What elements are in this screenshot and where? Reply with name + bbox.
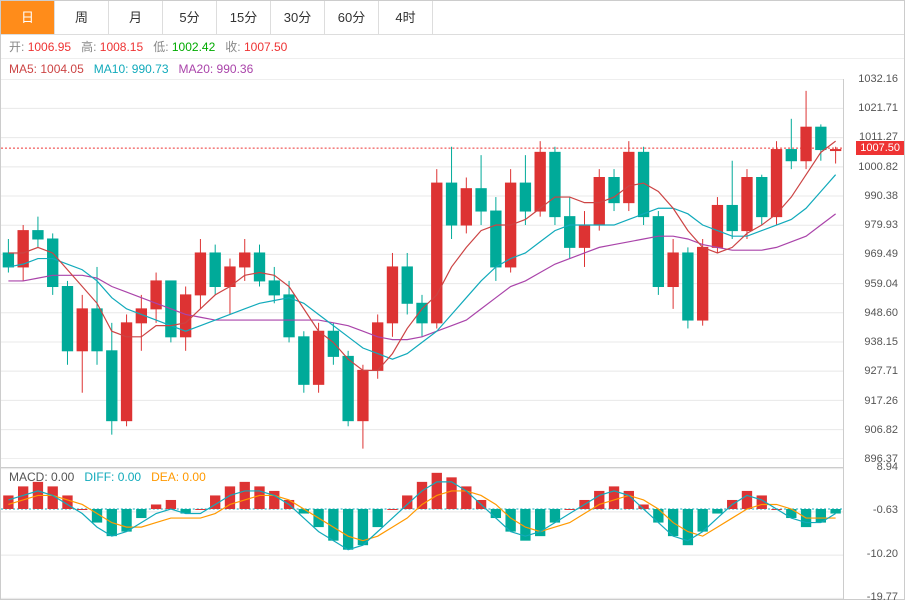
macd-y-tick: -10.20: [867, 548, 898, 560]
macd-readout: MACD: 0.00 DIFF: 0.00 DEA: 0.00: [9, 470, 206, 484]
y-tick: 948.60: [864, 307, 898, 319]
y-tick: 990.38: [864, 190, 898, 202]
ohlc-readout: 开: 1006.95 高: 1008.15 低: 1002.42 收: 1007…: [1, 35, 904, 59]
y-tick: 959.04: [864, 278, 898, 290]
tab-7[interactable]: 4时: [379, 1, 433, 34]
current-price-badge: 1007.50: [856, 141, 904, 155]
y-tick: 917.26: [864, 395, 898, 407]
tab-3[interactable]: 5分: [163, 1, 217, 34]
tab-4[interactable]: 15分: [217, 1, 271, 34]
tab-6[interactable]: 60分: [325, 1, 379, 34]
macd-chart[interactable]: MACD: 0.00 DIFF: 0.00 DEA: 0.00: [1, 467, 843, 599]
tab-5[interactable]: 30分: [271, 1, 325, 34]
macd-y-tick: -0.63: [873, 504, 898, 516]
y-tick: 979.93: [864, 219, 898, 231]
y-tick: 906.82: [864, 424, 898, 436]
ma-readout: MA5: 1004.05 MA10: 990.73 MA20: 990.36: [1, 59, 904, 79]
y-tick: 1021.71: [858, 102, 898, 114]
timeframe-tabs: 日周月5分15分30分60分4时: [1, 1, 904, 35]
tab-0[interactable]: 日: [1, 1, 55, 34]
y-tick: 938.15: [864, 336, 898, 348]
tab-1[interactable]: 周: [55, 1, 109, 34]
candlestick-chart[interactable]: [1, 79, 843, 459]
y-tick: 969.49: [864, 248, 898, 260]
y-tick: 1000.82: [858, 161, 898, 173]
macd-y-tick: 8.94: [877, 461, 898, 473]
y-tick: 1032.16: [858, 73, 898, 85]
macd-y-tick: -19.77: [867, 591, 898, 603]
tab-2[interactable]: 月: [109, 1, 163, 34]
y-tick: 927.71: [864, 365, 898, 377]
